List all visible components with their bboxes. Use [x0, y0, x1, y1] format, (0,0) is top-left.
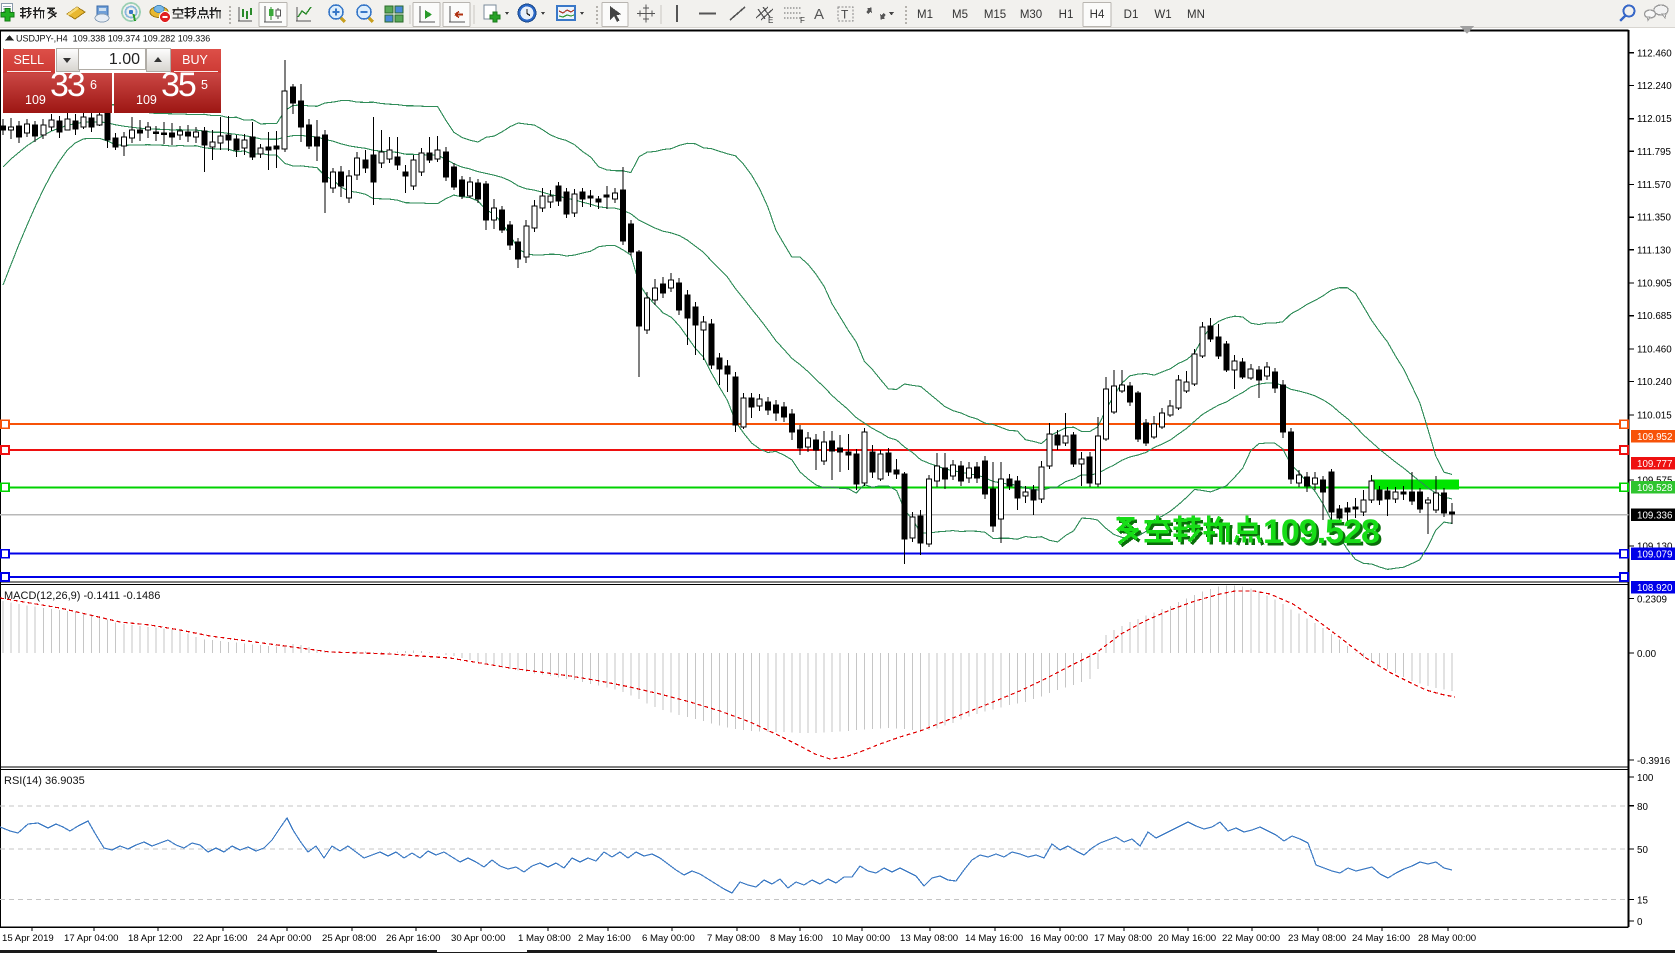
svg-text:A: A	[814, 6, 824, 23]
svg-text:H1: H1	[1059, 9, 1074, 21]
svg-text:MN: MN	[1187, 9, 1205, 21]
svg-text:18 Apr 12:00: 18 Apr 12:00	[128, 933, 182, 944]
svg-text:109.130: 109.130	[1637, 542, 1673, 553]
svg-text:111.795: 111.795	[1637, 147, 1672, 158]
svg-text:MACD(12,26,9) -0.1411 -0.1486: MACD(12,26,9) -0.1411 -0.1486	[4, 590, 160, 602]
svg-text:0.00: 0.00	[1637, 649, 1657, 660]
svg-text:110.015: 110.015	[1637, 410, 1672, 421]
svg-text:W1: W1	[1154, 9, 1171, 21]
svg-text:D1: D1	[1124, 9, 1139, 21]
svg-text:RSI(14) 36.9035: RSI(14) 36.9035	[4, 775, 85, 787]
svg-text:E: E	[768, 16, 773, 25]
svg-text:20 May 16:00: 20 May 16:00	[1158, 933, 1216, 944]
svg-text:7 May 08:00: 7 May 08:00	[707, 933, 760, 944]
svg-text:M30: M30	[1020, 9, 1042, 21]
svg-text:110.460: 110.460	[1637, 345, 1672, 356]
svg-text:111.350: 111.350	[1637, 213, 1672, 224]
svg-text:USDJPY-,H4 109.338 109.374 10: USDJPY-,H4 109.338 109.374 109.282 109.3…	[16, 34, 210, 44]
svg-text:109.575: 109.575	[1637, 476, 1673, 487]
svg-text:16 May 00:00: 16 May 00:00	[1030, 933, 1088, 944]
svg-text:110.240: 110.240	[1637, 377, 1672, 388]
svg-text:30 Apr 00:00: 30 Apr 00:00	[451, 933, 505, 944]
svg-text:22 May 00:00: 22 May 00:00	[1222, 933, 1280, 944]
svg-text:109.336: 109.336	[1637, 511, 1673, 522]
svg-text:112.460: 112.460	[1637, 48, 1672, 59]
svg-text:109.528: 109.528	[1637, 483, 1673, 494]
svg-text:10 May 00:00: 10 May 00:00	[832, 933, 890, 944]
svg-text:6 May 00:00: 6 May 00:00	[642, 933, 695, 944]
svg-text:2 May 16:00: 2 May 16:00	[578, 933, 631, 944]
svg-text:8 May 16:00: 8 May 16:00	[770, 933, 823, 944]
svg-text:28 May 00:00: 28 May 00:00	[1418, 933, 1476, 944]
svg-text:110.685: 110.685	[1637, 311, 1672, 322]
svg-text:-0.3916: -0.3916	[1637, 756, 1671, 767]
svg-text:109.952: 109.952	[1637, 432, 1672, 443]
svg-text:112.240: 112.240	[1637, 81, 1672, 92]
svg-text:17 Apr 04:00: 17 Apr 04:00	[64, 933, 118, 944]
svg-text:108.920: 108.920	[1637, 583, 1673, 594]
svg-text:109.777: 109.777	[1637, 459, 1672, 470]
svg-text:100: 100	[1637, 773, 1654, 784]
svg-text:111.570: 111.570	[1637, 180, 1672, 191]
svg-text:15: 15	[1637, 895, 1648, 906]
svg-text:T: T	[841, 8, 849, 22]
svg-text:109.079: 109.079	[1637, 549, 1672, 560]
svg-text:50: 50	[1637, 845, 1648, 856]
svg-text:25 Apr 08:00: 25 Apr 08:00	[322, 933, 376, 944]
svg-text:F: F	[800, 16, 805, 25]
svg-text:110.905: 110.905	[1637, 279, 1672, 290]
svg-text:26 Apr 16:00: 26 Apr 16:00	[386, 933, 440, 944]
svg-text:24 Apr 00:00: 24 Apr 00:00	[257, 933, 311, 944]
svg-text:14 May 16:00: 14 May 16:00	[965, 933, 1023, 944]
svg-text:H4: H4	[1090, 9, 1105, 21]
svg-text:M15: M15	[984, 9, 1006, 21]
svg-text:109.528: 109.528	[1263, 513, 1379, 551]
svg-text:1 May 08:00: 1 May 08:00	[518, 933, 571, 944]
svg-text:17 May 08:00: 17 May 08:00	[1094, 933, 1152, 944]
svg-text:M5: M5	[952, 9, 968, 21]
svg-text:22 Apr 16:00: 22 Apr 16:00	[193, 933, 247, 944]
svg-text:23 May 08:00: 23 May 08:00	[1288, 933, 1346, 944]
svg-text:M1: M1	[917, 9, 933, 21]
svg-text:111.130: 111.130	[1637, 245, 1672, 256]
svg-text:0.2309: 0.2309	[1637, 595, 1667, 606]
svg-text:0: 0	[1637, 917, 1643, 928]
svg-text:112.015: 112.015	[1637, 114, 1672, 125]
svg-text:13 May 08:00: 13 May 08:00	[900, 933, 958, 944]
svg-text:15 Apr 2019: 15 Apr 2019	[2, 933, 54, 944]
svg-text:80: 80	[1637, 802, 1648, 813]
svg-text:24 May 16:00: 24 May 16:00	[1352, 933, 1410, 944]
svg-text:109.528: 109.528	[1266, 516, 1382, 554]
